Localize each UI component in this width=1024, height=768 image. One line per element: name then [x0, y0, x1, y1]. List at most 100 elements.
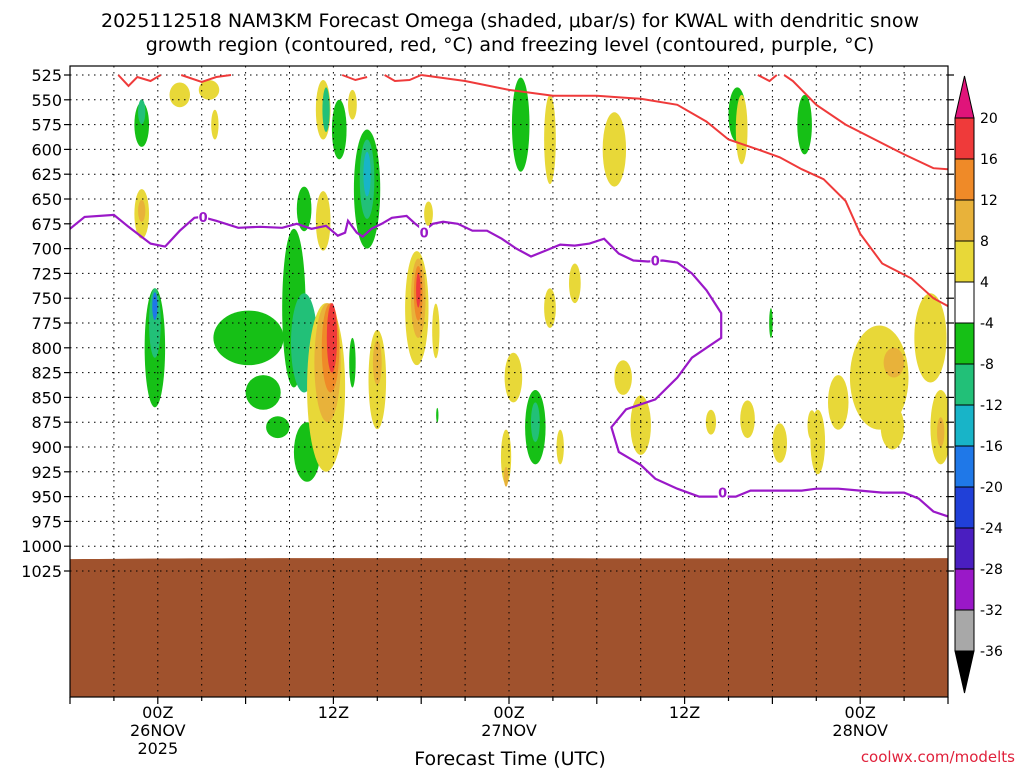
omega-blob-64: [880, 404, 905, 450]
x-tick-label-0: 00Z: [142, 703, 173, 722]
y-tick-label-550: 550: [31, 91, 62, 110]
y-tick-label-575: 575: [31, 116, 62, 135]
freezing-label-3: 0: [718, 487, 727, 502]
dgz-line-5: [757, 74, 778, 83]
colorbar-band-4: [954, 281, 975, 324]
y-tick-label-975: 975: [31, 512, 62, 531]
colorbar-label-13: -36: [980, 644, 1003, 660]
colorbar-band-2: [954, 199, 975, 242]
omega-blob-54: [735, 94, 748, 165]
colorbar-band-5: [954, 322, 975, 365]
omega-blob-31: [372, 340, 382, 385]
colorbar-label-6: -8: [980, 357, 994, 373]
y-tick-label-750: 750: [31, 289, 62, 308]
colorbar-label-7: -12: [980, 398, 1003, 414]
omega-blob-50: [614, 360, 632, 395]
colorbar-band-12: [954, 609, 975, 652]
grid: [69, 66, 949, 697]
dgz-line-4: [421, 74, 948, 307]
x-tick-date-4: 28NOV: [832, 721, 888, 740]
omega-blob-63: [883, 347, 905, 378]
omega-blob-47: [568, 263, 581, 304]
chart-title-line2: growth region (contoured, red, °C) and f…: [146, 34, 875, 56]
omega-blob-61: [828, 375, 849, 430]
omega-blob-36: [424, 201, 433, 227]
y-tick-label-875: 875: [31, 413, 62, 432]
colorbar-label-11: -28: [980, 562, 1003, 578]
freezing-label-bg-1: [419, 225, 430, 239]
y-axis: 525 550 575 600 625 650 675 700 725 750 775 800 825 8…: [21, 66, 954, 581]
y-tick-label-1000: 1000: [21, 537, 62, 556]
omega-blob-3: [198, 79, 220, 100]
y-tick-label-900: 900: [31, 438, 62, 457]
y-tick-label-650: 650: [31, 190, 62, 209]
colorbar-label-3: 8: [980, 234, 989, 250]
omega-blob-14: [296, 186, 312, 232]
omega-blob-46: [544, 288, 556, 328]
y-tick-label-600: 600: [31, 140, 62, 159]
colorbar-label-0: 20: [980, 111, 998, 127]
dgz-line-0: [117, 74, 162, 88]
omega-blob-25: [348, 89, 357, 120]
colorbar-label-12: -32: [980, 603, 1003, 619]
y-tick-label-775: 775: [31, 314, 62, 333]
omega-blob-56: [769, 308, 773, 338]
terrain-layer: [70, 558, 948, 697]
dgz-line-1: [180, 74, 232, 83]
colorbar-band-3: [954, 240, 975, 283]
colorbar-label-9: -20: [980, 480, 1003, 496]
omega-shading: [134, 77, 948, 487]
y-tick-label-800: 800: [31, 339, 62, 358]
y-tick-label-825: 825: [31, 364, 62, 383]
omega-blob-40: [544, 94, 556, 185]
colorbar-band-0: [954, 117, 975, 160]
colorbar-band-7: [954, 404, 975, 447]
freezing-label-2: 0: [651, 255, 660, 270]
chart-title: 2025112518 NAM3KM Forecast Omega (shaded…: [101, 10, 919, 32]
omega-blob-35: [416, 272, 421, 308]
colorbar-label-4: 4: [980, 275, 989, 291]
x-axis-label: Forecast Time (UTC): [414, 748, 605, 768]
colorbar-band-9: [954, 486, 975, 529]
freezing-label-1: 0: [420, 227, 429, 242]
colorbar-label-10: -24: [980, 521, 1003, 537]
freezing-label-bg-0: [198, 209, 209, 223]
freezing-level-contour: 0 0 0 0: [70, 209, 948, 518]
omega-blob-48: [556, 429, 564, 465]
y-tick-label-625: 625: [31, 165, 62, 184]
omega-blob-51: [630, 395, 651, 455]
omega-blob-26: [349, 337, 356, 388]
omega-blob-2: [169, 82, 190, 108]
omega-blob-52: [705, 409, 717, 435]
colorbar-band-8: [954, 445, 975, 488]
omega-blob-37: [432, 303, 440, 359]
x-tick-label-1: 12Z: [318, 703, 349, 722]
y-tick-label-1025: 1025: [21, 562, 62, 581]
x-tick-date-0: 26NOV: [130, 721, 186, 740]
omega-blob-1: [138, 99, 146, 125]
credit-text: coolwx.com/modelts: [861, 748, 1015, 766]
omega-blob-6: [138, 199, 146, 222]
freezing-label-bg-3: [717, 485, 728, 499]
freezing-label-0: 0: [199, 211, 208, 226]
y-tick-label-925: 925: [31, 463, 62, 482]
y-tick-label-675: 675: [31, 215, 62, 234]
omega-blob-23: [322, 87, 330, 133]
x-tick-label-3: 12Z: [669, 703, 700, 722]
omega-blob-12: [266, 416, 290, 439]
colorbar-band-10: [954, 527, 975, 570]
colorbar-band-1: [954, 158, 975, 201]
dgz-line-6: [783, 74, 948, 171]
omega-blob-10: [213, 310, 284, 366]
dgz-line-2: [341, 74, 368, 82]
omega-blob-57: [772, 423, 788, 463]
y-tick-label-700: 700: [31, 240, 62, 259]
omega-blob-67: [937, 417, 945, 447]
dgz-line-3: [384, 74, 422, 83]
y-tick-label-850: 850: [31, 388, 62, 407]
dendritic-growth-contours: [117, 74, 948, 307]
terrain-shape: [70, 558, 948, 697]
omega-blob-49: [602, 112, 627, 187]
omega-blob-60: [810, 409, 826, 475]
